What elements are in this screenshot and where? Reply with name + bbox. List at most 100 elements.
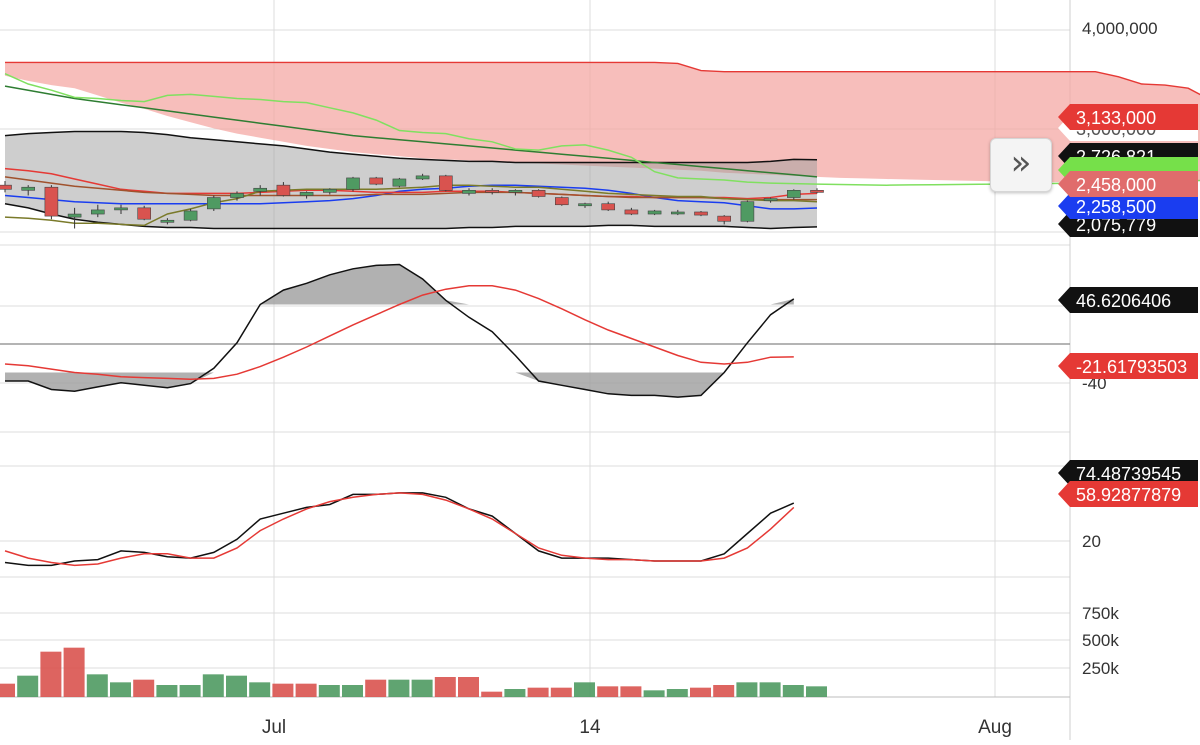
price-panel: [0, 73, 1200, 230]
volume-bar: [666, 689, 688, 697]
candle-body: [763, 198, 778, 201]
price-tag-label: 74.48739545: [1076, 464, 1181, 484]
volume-bar: [342, 685, 363, 697]
price-series-line-4: [4, 176, 817, 201]
candle-body: [44, 186, 59, 217]
stochastic-line-1: [4, 492, 795, 567]
candle-body: [392, 178, 407, 187]
volume-axis-tick: 750k: [1082, 604, 1119, 623]
volume-bar: [249, 682, 271, 697]
ichimoku-cloud: [5, 61, 1200, 184]
stochastic-tag-1: 58.92877879: [1058, 481, 1198, 507]
price-tag-label: 2,458,000: [1076, 175, 1156, 195]
cloud-fill: [5, 62, 1200, 184]
candle-body: [276, 184, 291, 196]
candle-body: [253, 187, 267, 192]
candle-body: [369, 177, 384, 185]
volume-bar: [527, 687, 549, 697]
candle-body: [786, 190, 801, 198]
cloud-upper-line: [5, 61, 1200, 96]
price-tag-4: 2,458,000: [1058, 171, 1198, 197]
candle-body: [531, 190, 546, 197]
candle-body: [740, 201, 755, 222]
oscillator-line-1: [4, 285, 794, 381]
stochastic-line-0: [4, 492, 795, 567]
candle-body: [322, 188, 337, 193]
volume-bar: [504, 689, 526, 697]
candle-body: [114, 207, 128, 211]
candle-body: [624, 209, 639, 215]
price-tag-0: 3,133,000: [1058, 104, 1198, 130]
candle-body: [578, 203, 592, 207]
candle-body: [601, 203, 616, 211]
volume-bar: [597, 686, 619, 697]
candle-body: [137, 207, 151, 220]
volume-bar: [226, 675, 247, 697]
overbought-fill: [5, 264, 794, 305]
volume-bar: [295, 683, 317, 697]
candle-body: [21, 186, 36, 191]
time-axis-label: Aug: [978, 717, 1012, 738]
volume-bar: [481, 691, 503, 697]
stochastic-tag-0: 74.48739545: [1058, 460, 1198, 486]
volume-bar: [736, 682, 758, 697]
volume-bar: [690, 687, 711, 697]
oscillator-tag-1: -21.61793503: [1058, 353, 1198, 379]
volume-bar: [388, 679, 410, 697]
price-tag-label: 3,133,000: [1076, 108, 1156, 128]
price-tag-bg: [1058, 193, 1198, 219]
candle-body: [91, 209, 105, 215]
price-series-line-1: [4, 202, 818, 230]
candle-body: [508, 190, 523, 193]
volume-bar: [759, 682, 781, 697]
volume-bar: [272, 683, 294, 697]
time-axis-label: Jul: [262, 717, 286, 738]
candle-body: [438, 175, 453, 191]
volume-bar: [643, 690, 665, 697]
price-series-line-7: [4, 184, 818, 227]
candle-body: [694, 211, 708, 216]
price-tag-label: -21.61793503: [1076, 357, 1187, 377]
volume-panel: [0, 647, 827, 697]
scroll-to-latest-button[interactable]: »: [990, 138, 1052, 192]
volume-bar: [179, 685, 201, 697]
candle-body: [810, 190, 824, 193]
price-tag-label: 46.6206406: [1076, 291, 1171, 311]
price-series-line-0: [4, 130, 818, 164]
price-tag-bg: [1058, 481, 1198, 507]
volume-bar: [202, 674, 224, 697]
candle-body: [346, 177, 360, 190]
volume-bar: [782, 685, 804, 697]
candle-body: [415, 175, 430, 180]
candle-body: [717, 215, 732, 222]
candle-body: [554, 197, 569, 206]
volume-bar: [365, 679, 387, 697]
price-tag-bg: [1058, 171, 1198, 197]
volume-bar: [620, 686, 642, 697]
candle-body: [230, 193, 244, 198]
price-tag-bg: [1058, 460, 1198, 486]
candle-body: [299, 192, 314, 196]
volume-bar: [458, 677, 479, 697]
volume-axis-tick: 500k: [1082, 631, 1119, 650]
volume-bar: [318, 685, 340, 697]
candle-body: [207, 197, 221, 210]
volume-bar: [0, 683, 15, 697]
oscillator-tag-0: 46.6206406: [1058, 287, 1198, 313]
price-tags: 2,075,7792,258,5002,726,8213,000,0003,13…: [1058, 104, 1198, 507]
candle-body: [67, 213, 82, 218]
volume-bar: [40, 651, 62, 697]
price-series-line-5: [4, 85, 818, 178]
volume-bar: [713, 685, 735, 697]
time-axis-label: 14: [579, 717, 601, 738]
price-series-line-2: [4, 184, 818, 210]
candle-body: [485, 190, 500, 193]
candle-body: [0, 184, 12, 190]
stochastic-axis-tick: 20: [1082, 532, 1101, 551]
volume-bar: [574, 682, 595, 697]
oscillator-panel: [0, 263, 1070, 398]
candle-body: [670, 211, 685, 215]
price-tag-bg: [1058, 287, 1198, 313]
